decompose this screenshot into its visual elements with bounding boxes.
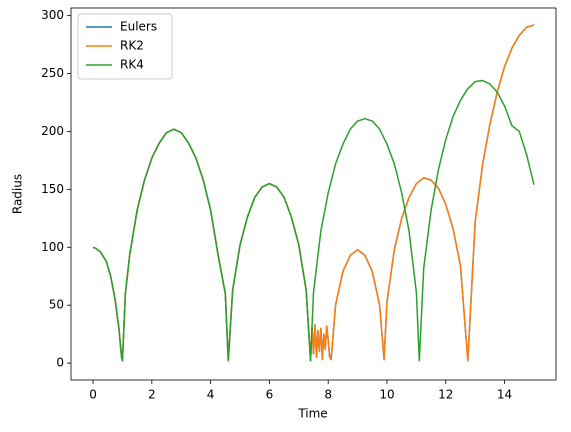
legend-box [77, 13, 173, 80]
y-tick-label: 100 [41, 240, 64, 254]
legend-label: RK2 [120, 39, 144, 53]
y-tick-label: 50 [49, 298, 64, 312]
x-tick-label: 4 [207, 388, 215, 402]
y-tick-label: 300 [41, 8, 64, 22]
x-axis-label: Time [297, 407, 327, 421]
x-tick-label: 10 [379, 388, 394, 402]
y-tick-label: 200 [41, 124, 64, 138]
y-tick-label: 0 [56, 356, 64, 370]
x-tick-label: 8 [324, 388, 332, 402]
y-axis-label: Radius [11, 174, 25, 214]
series-line [92, 79, 535, 362]
x-tick-label: 12 [438, 388, 453, 402]
x-tick-label: 2 [148, 388, 156, 402]
x-tick-label: 14 [497, 388, 512, 402]
plot-frame [70, 7, 557, 381]
legend-label: RK4 [120, 58, 144, 72]
x-tick-label: 6 [266, 388, 274, 402]
x-tick-label: 0 [89, 388, 97, 402]
y-tick-label: 150 [41, 182, 64, 196]
legend-label: Eulers [120, 20, 157, 34]
y-tick-label: 250 [41, 66, 64, 80]
